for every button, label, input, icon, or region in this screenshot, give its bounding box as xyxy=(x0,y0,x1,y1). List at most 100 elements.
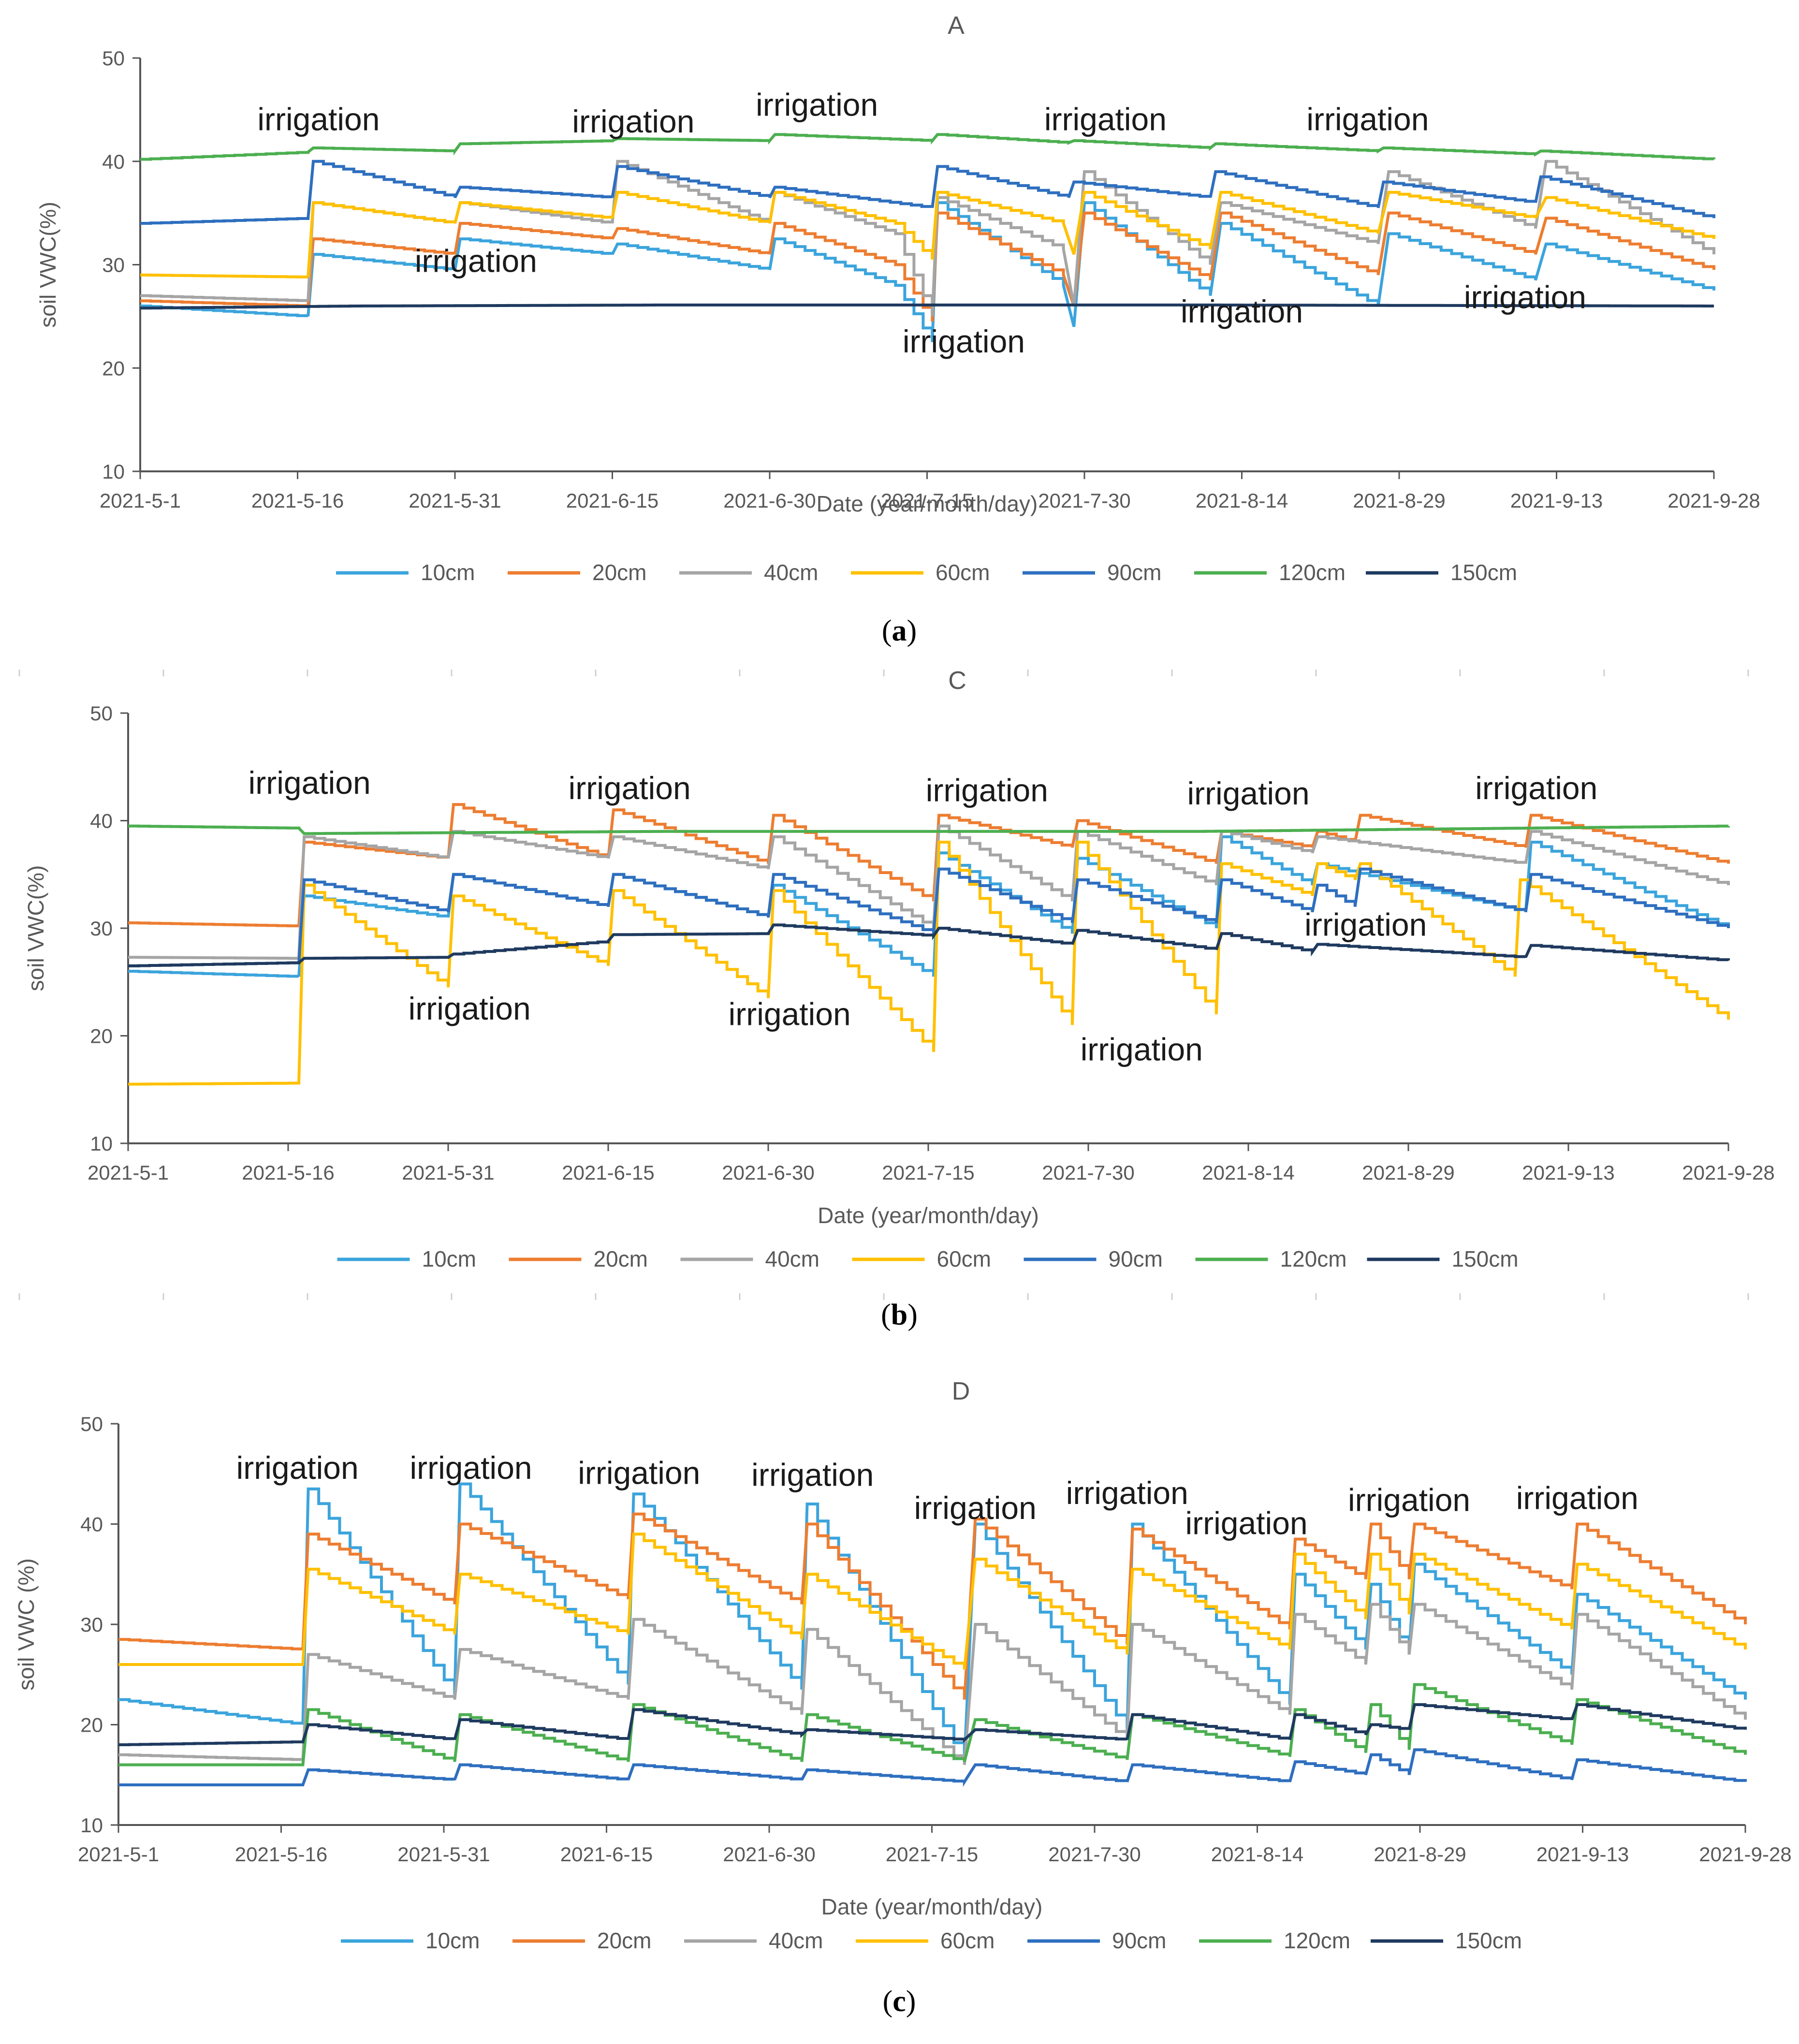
annotation-irrigation: irrigation xyxy=(751,1457,874,1493)
x-axis-label: Date (year/month/day) xyxy=(821,1894,1043,1919)
series-line-60cm xyxy=(118,1533,1747,1670)
legend-label: 120cm xyxy=(1280,1246,1347,1271)
annotation-irrigation: irrigation xyxy=(1181,293,1303,329)
legend-item-150cm[interactable]: 150cm xyxy=(1371,1928,1522,1953)
panel-caption: (b) xyxy=(881,1299,918,1331)
series-group xyxy=(118,1482,1747,1787)
legend-item-40cm[interactable]: 40cm xyxy=(684,1928,823,1953)
x-tick-label: 2021-9-13 xyxy=(1536,1843,1629,1866)
annotations: irrigation irrigation irrigation irrigation… xyxy=(236,1450,1638,1541)
panel-separators xyxy=(18,670,1749,1300)
legend-label: 10cm xyxy=(422,1246,476,1271)
annotation-irrigation: irrigation xyxy=(236,1450,359,1486)
x-tick-label: 2021-7-30 xyxy=(1038,489,1130,512)
y-tick-label: 30 xyxy=(80,1613,103,1636)
series-line-20cm xyxy=(140,211,1715,322)
legend-label: 20cm xyxy=(594,1246,648,1271)
legend-item-10cm[interactable]: 10cm xyxy=(341,1928,480,1953)
legend-item-10cm[interactable]: 10cm xyxy=(336,560,475,585)
series-line-40cm xyxy=(128,824,1730,960)
legend-item-60cm[interactable]: 60cm xyxy=(852,1246,991,1271)
legend-item-60cm[interactable]: 60cm xyxy=(851,560,990,585)
y-tick-label: 50 xyxy=(102,47,125,70)
legend-item-90cm[interactable]: 90cm xyxy=(1023,560,1161,585)
legend-label: 20cm xyxy=(597,1928,651,1953)
annotation-irrigation: irrigation xyxy=(1516,1480,1638,1516)
legend-label: 90cm xyxy=(1109,1246,1163,1271)
x-tick-label: 2021-6-30 xyxy=(723,489,816,512)
legend-item-20cm[interactable]: 20cm xyxy=(508,560,646,585)
legend-label: 90cm xyxy=(1112,1928,1166,1953)
x-tick-label: 2021-5-1 xyxy=(88,1161,169,1184)
annotation-irrigation: irrigation xyxy=(572,103,694,139)
legend-item-60cm[interactable]: 60cm xyxy=(856,1928,995,1953)
y-axis-label: soil VWC(%) xyxy=(23,865,48,992)
y-axis-label: soil VWC(%) xyxy=(35,202,60,328)
legend-item-20cm[interactable]: 20cm xyxy=(512,1928,651,1953)
y-tick-label: 40 xyxy=(80,1513,103,1536)
legend-label: 120cm xyxy=(1284,1928,1350,1953)
y-tick-label: 10 xyxy=(90,1132,113,1155)
legend[interactable]: 10cm 20cm 40cm 60cm 90cm 120cm 150cm xyxy=(336,560,1517,585)
series-line-60cm xyxy=(128,841,1730,1086)
series-line-60cm xyxy=(140,190,1715,278)
x-tick-label: 2021-8-29 xyxy=(1362,1161,1454,1184)
chart-panel-c: D 10 20 30 40 50 2021-5-1 2021-5-16 2021-5-31 202… xyxy=(14,1377,1792,2018)
annotation-irrigation: irrigation xyxy=(578,1455,700,1491)
x-tick-label: 2021-9-28 xyxy=(1667,489,1760,512)
y-tick-label: 50 xyxy=(80,1413,103,1435)
chart-title: D xyxy=(952,1377,970,1405)
annotation-irrigation: irrigation xyxy=(257,102,380,137)
legend-item-40cm[interactable]: 40cm xyxy=(679,560,818,585)
legend-item-120cm[interactable]: 120cm xyxy=(1199,1928,1350,1953)
legend-item-90cm[interactable]: 90cm xyxy=(1024,1246,1163,1271)
annotations: irrigation irrigation irrigation irrigation… xyxy=(257,87,1586,359)
x-tick-label: 2021-8-29 xyxy=(1353,489,1445,512)
series-line-120cm xyxy=(128,824,1730,835)
annotation-irrigation: irrigation xyxy=(415,243,537,278)
legend-item-150cm[interactable]: 150cm xyxy=(1366,560,1517,585)
legend-label: 20cm xyxy=(592,560,646,585)
chart-panel-b: C 10 20 30 40 50 2021-5-1 2021-5-16 2021-5-31 202… xyxy=(23,667,1775,1331)
legend[interactable]: 10cm 20cm 40cm 60cm 90cm 120cm 150cm xyxy=(341,1928,1522,1953)
series-group xyxy=(128,803,1730,1086)
x-tick-label: 2021-8-14 xyxy=(1202,1161,1294,1184)
chart-title: C xyxy=(948,667,966,695)
legend-label: 10cm xyxy=(425,1928,480,1953)
y-tick-label: 40 xyxy=(90,810,113,832)
legend[interactable]: 10cm 20cm 40cm 60cm 90cm 120cm 150cm xyxy=(337,1246,1519,1271)
series-line-120cm xyxy=(140,133,1715,161)
legend-label: 60cm xyxy=(940,1928,995,1953)
series-line-90cm xyxy=(140,160,1715,225)
panel-caption: (a) xyxy=(882,614,917,647)
series-line-10cm xyxy=(140,201,1715,342)
x-tick-label: 2021-8-14 xyxy=(1211,1843,1303,1866)
legend-item-90cm[interactable]: 90cm xyxy=(1027,1928,1166,1953)
legend-label: 10cm xyxy=(421,560,475,585)
x-tick-label: 2021-8-29 xyxy=(1374,1843,1466,1866)
legend-item-120cm[interactable]: 120cm xyxy=(1194,560,1346,585)
annotation-irrigation: irrigation xyxy=(1464,279,1586,315)
legend-item-40cm[interactable]: 40cm xyxy=(680,1246,819,1271)
y-tick-label: 40 xyxy=(102,150,125,173)
legend-item-10cm[interactable]: 10cm xyxy=(337,1246,476,1271)
x-tick-label: 2021-7-30 xyxy=(1042,1161,1134,1184)
legend-label: 60cm xyxy=(936,560,990,585)
x-axis-label: Date (year/month/day) xyxy=(818,1203,1039,1228)
y-tick-label: 50 xyxy=(90,702,113,725)
x-tick-label: 2021-6-30 xyxy=(723,1843,815,1866)
x-tick-label: 2021-5-16 xyxy=(251,489,344,512)
legend-item-20cm[interactable]: 20cm xyxy=(509,1246,648,1271)
annotation-irrigation: irrigation xyxy=(1044,102,1167,137)
series-line-150cm xyxy=(118,1703,1747,1746)
series-line-20cm xyxy=(128,803,1730,928)
annotation-irrigation: irrigation xyxy=(914,1490,1037,1526)
legend-item-120cm[interactable]: 120cm xyxy=(1195,1246,1347,1271)
x-axis-label: Date (year/month/day) xyxy=(817,491,1038,516)
x-tick-label: 2021-7-30 xyxy=(1048,1843,1141,1866)
legend-item-150cm[interactable]: 150cm xyxy=(1367,1246,1519,1271)
x-tick-label: 2021-7-15 xyxy=(886,1843,978,1866)
annotation-irrigation: irrigation xyxy=(1304,907,1427,943)
